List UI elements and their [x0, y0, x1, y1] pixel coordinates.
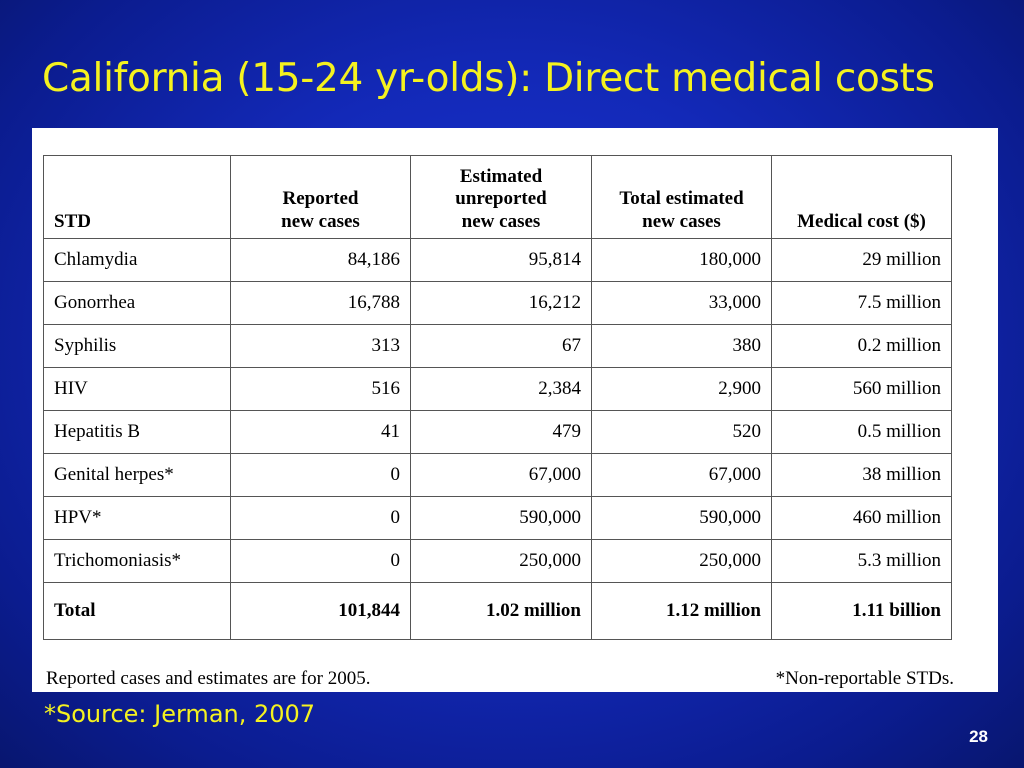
medical-cost: 29 million [771, 238, 952, 282]
table-panel: STD Reported new cases Estimated unrepor… [32, 128, 998, 692]
header-line: Reported [282, 188, 359, 210]
header-estimated-unreported: Estimated unreported new cases [410, 155, 592, 239]
unreported-cases: 67 [410, 324, 592, 368]
header-total-estimated: Total estimated new cases [591, 155, 772, 239]
total-estimated: 1.12 million [591, 582, 772, 640]
std-cost-table: STD Reported new cases Estimated unrepor… [43, 155, 952, 640]
total-cases: 67,000 [591, 453, 772, 497]
unreported-cases: 479 [410, 410, 592, 454]
total-cases: 380 [591, 324, 772, 368]
unreported-cases: 16,212 [410, 281, 592, 325]
header-line: new cases [281, 211, 360, 233]
unreported-cases: 590,000 [410, 496, 592, 540]
header-line: Estimated [459, 165, 543, 187]
std-name: HIV [43, 367, 231, 411]
table-row: Hepatitis B 41 479 520 0.5 million [43, 410, 952, 454]
table-row: HPV* 0 590,000 590,000 460 million [43, 496, 952, 540]
reported-cases: 16,788 [230, 281, 411, 325]
footnote-non-reportable: *Non-reportable STDs. [775, 668, 954, 689]
table-row: Gonorrhea 16,788 16,212 33,000 7.5 milli… [43, 281, 952, 325]
total-cases: 180,000 [591, 238, 772, 282]
reported-cases: 0 [230, 453, 411, 497]
medical-cost: 560 million [771, 367, 952, 411]
medical-cost: 7.5 million [771, 281, 952, 325]
total-reported: 101,844 [230, 582, 411, 640]
reported-cases: 41 [230, 410, 411, 454]
header-reported-new-cases: Reported new cases [230, 155, 411, 239]
table-header-row: STD Reported new cases Estimated unrepor… [43, 155, 952, 239]
unreported-cases: 250,000 [410, 539, 592, 583]
header-medical-cost: Medical cost ($) [771, 155, 952, 239]
footnote-year: Reported cases and estimates are for 200… [46, 668, 371, 689]
medical-cost: 0.2 million [771, 324, 952, 368]
medical-cost: 460 million [771, 496, 952, 540]
table-row: Genital herpes* 0 67,000 67,000 38 milli… [43, 453, 952, 497]
header-std: STD [43, 155, 231, 239]
source-citation: *Source: Jerman, 2007 [44, 700, 316, 728]
table-row: Syphilis 313 67 380 0.2 million [43, 324, 952, 368]
std-name: Chlamydia [43, 238, 231, 282]
std-name: Genital herpes* [43, 453, 231, 497]
total-cases: 33,000 [591, 281, 772, 325]
reported-cases: 0 [230, 496, 411, 540]
unreported-cases: 2,384 [410, 367, 592, 411]
reported-cases: 84,186 [230, 238, 411, 282]
table-row: Trichomoniasis* 0 250,000 250,000 5.3 mi… [43, 539, 952, 583]
table-row: Chlamydia 84,186 95,814 180,000 29 milli… [43, 238, 952, 282]
std-name: Trichomoniasis* [43, 539, 231, 583]
reported-cases: 0 [230, 539, 411, 583]
total-cases: 250,000 [591, 539, 772, 583]
total-medical-cost: 1.11 billion [771, 582, 952, 640]
slide-title: California (15-24 yr-olds): Direct medic… [42, 56, 935, 101]
std-name: Hepatitis B [43, 410, 231, 454]
medical-cost: 0.5 million [771, 410, 952, 454]
unreported-cases: 67,000 [410, 453, 592, 497]
total-cases: 590,000 [591, 496, 772, 540]
total-cases: 2,900 [591, 367, 772, 411]
std-name: Syphilis [43, 324, 231, 368]
table-total-row: Total 101,844 1.02 million 1.12 million … [43, 582, 952, 640]
table-row: HIV 516 2,384 2,900 560 million [43, 367, 952, 411]
std-name: Gonorrhea [43, 281, 231, 325]
medical-cost: 38 million [771, 453, 952, 497]
reported-cases: 313 [230, 324, 411, 368]
header-line: unreported [455, 188, 547, 210]
total-unreported: 1.02 million [410, 582, 592, 640]
total-label: Total [43, 582, 231, 640]
unreported-cases: 95,814 [410, 238, 592, 282]
total-cases: 520 [591, 410, 772, 454]
page-number: 28 [969, 727, 988, 746]
medical-cost: 5.3 million [771, 539, 952, 583]
header-line: new cases [461, 211, 541, 233]
reported-cases: 516 [230, 367, 411, 411]
header-line: new cases [642, 211, 721, 233]
header-line: Total estimated [619, 188, 744, 210]
std-name: HPV* [43, 496, 231, 540]
